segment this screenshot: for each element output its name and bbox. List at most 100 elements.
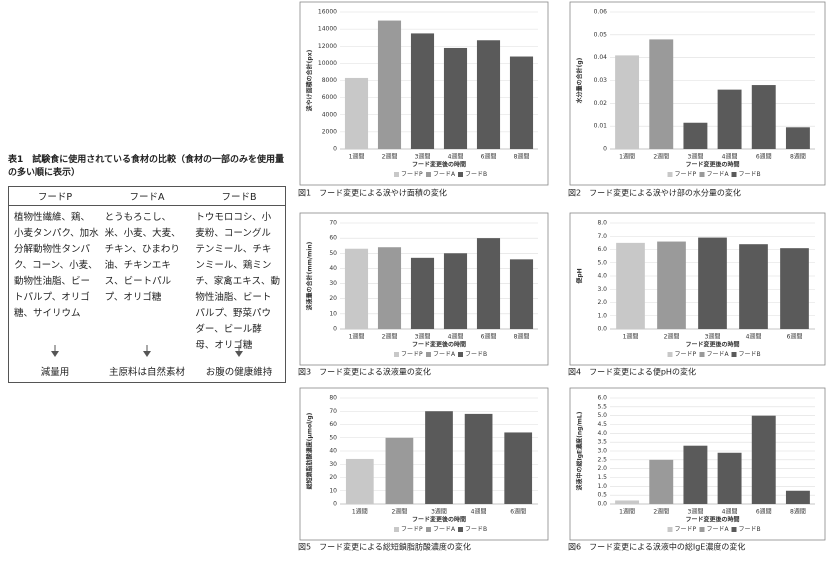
legend-swatch — [731, 527, 737, 532]
y-axis-label: 便pH — [576, 268, 584, 283]
y-tick-label: 10 — [329, 310, 337, 317]
legend-label: フードA — [433, 526, 456, 533]
header: フードA — [129, 192, 165, 203]
y-tick-label: 2.0 — [597, 465, 607, 472]
legend-swatch — [699, 352, 705, 357]
y-tick-label: 30 — [329, 280, 337, 287]
y-tick-label: 0.01 — [594, 123, 608, 130]
y-tick-label: 0.04 — [594, 54, 608, 61]
bar — [443, 47, 468, 149]
x-axis-label: フード変更後の時間 — [412, 161, 466, 169]
legend-swatch — [426, 172, 431, 177]
y-tick-label: 0 — [333, 326, 337, 333]
bar — [615, 500, 640, 504]
x-axis-label: フード変更後の時間 — [685, 341, 739, 349]
bar — [476, 238, 501, 329]
x-tick-label: 6週間 — [481, 333, 497, 341]
y-tick-label: 40 — [329, 448, 337, 455]
y-tick-label: 4.0 — [597, 273, 607, 280]
y-tick-label: 4.5 — [597, 421, 607, 428]
x-tick-label: 4週間 — [471, 508, 487, 516]
cell: とうもろこし、米、小麦、大麦、チキン、ひまわり油、チキンエキス、ビートパルプ、オ… — [104, 212, 181, 303]
bar — [385, 437, 414, 504]
legend-swatch — [458, 172, 463, 177]
y-tick-label: 20 — [329, 474, 337, 481]
legend-label: フードB — [465, 351, 487, 358]
y-tick-label: 80 — [329, 395, 337, 402]
bar — [509, 56, 534, 149]
legend-label: フードP — [401, 171, 423, 178]
y-tick-label: 8.0 — [597, 220, 607, 227]
x-tick-label: 6週間 — [756, 153, 772, 161]
legend-swatch — [699, 172, 705, 177]
bar — [410, 33, 435, 149]
bar — [739, 244, 768, 329]
y-tick-label: 5.5 — [597, 403, 607, 410]
legend-swatch — [394, 352, 399, 357]
y-axis-label: 涙液中の総IgE濃度(ng/mL) — [576, 411, 584, 490]
y-tick-label: 8000 — [322, 77, 337, 84]
caption: 図4 フード変更による便pHの変化 — [568, 367, 696, 377]
y-tick-label: 3.0 — [597, 286, 607, 293]
bar — [345, 458, 374, 504]
legend-swatch — [394, 172, 399, 177]
bar — [425, 411, 453, 504]
x-tick-label: 2週間 — [391, 508, 407, 516]
y-tick-label: 0.0 — [597, 501, 607, 508]
y-tick-label: 10 — [329, 487, 337, 494]
bar — [785, 490, 810, 504]
bar — [616, 242, 645, 329]
y-tick-label: 50 — [329, 434, 337, 441]
y-tick-label: 3.0 — [597, 448, 607, 455]
bar — [698, 237, 727, 329]
note: 主原料は自然素材 — [108, 367, 185, 378]
bar — [683, 122, 708, 149]
bar — [683, 445, 708, 504]
y-tick-label: 50 — [329, 250, 337, 257]
y-tick-label: 1.0 — [597, 483, 607, 490]
x-tick-label: 8週間 — [790, 508, 806, 516]
y-tick-label: 2.5 — [597, 456, 607, 463]
y-tick-label: 20 — [329, 295, 337, 302]
chart-frame — [299, 387, 549, 541]
x-tick-label: 1週間 — [352, 508, 368, 516]
header: フードP — [37, 192, 73, 203]
chart-frame — [569, 387, 826, 541]
bar — [615, 55, 640, 150]
arrow — [143, 345, 151, 357]
x-tick-label: 2週間 — [382, 333, 398, 341]
note-row: 減量用 主原料は自然素材 お腹の健康維持 — [9, 364, 285, 378]
y-tick-label: 5.0 — [597, 412, 607, 419]
legend-label: フードB — [465, 171, 487, 178]
x-tick-label: 1週間 — [619, 153, 635, 161]
chart-frame — [569, 1, 826, 186]
y-tick-label: 60 — [329, 235, 337, 242]
y-tick-label: 2.0 — [597, 299, 607, 306]
y-tick-label: 40 — [329, 265, 337, 272]
x-tick-label: 4週間 — [722, 153, 738, 161]
y-tick-label: 0 — [333, 501, 337, 508]
arrow — [51, 345, 59, 357]
header-row: フードP フードA フードB — [9, 187, 285, 206]
y-tick-label: 6.0 — [597, 395, 607, 402]
x-tick-label: 8週間 — [790, 153, 806, 161]
x-tick-label: 3週間 — [688, 508, 704, 516]
bar — [377, 247, 402, 329]
x-tick-label: 4週間 — [448, 153, 464, 161]
x-tick-label: 1週間 — [623, 333, 639, 341]
y-axis-label: 水分量の合計(g) — [576, 57, 584, 103]
arrows — [9, 345, 285, 360]
y-tick-label: 2000 — [322, 128, 337, 135]
y-tick-label: 4000 — [322, 111, 337, 118]
bar — [476, 40, 501, 149]
table-title: 表1 試験食に使用されている食材の比較（食材の一部のみを使用量の多い順に表示） — [8, 155, 284, 178]
y-tick-label: 3.5 — [597, 439, 607, 446]
cell: トウモロコシ、小麦粉、コーングルテンミール、チキンミール、鶏ミンチ、家禽エキス、… — [195, 212, 280, 351]
legend-label: フードB — [739, 351, 761, 358]
legend-label: フードP — [675, 171, 697, 178]
legend-label: フードB — [739, 526, 761, 533]
x-tick-label: 8週間 — [514, 333, 530, 341]
legend-swatch — [458, 527, 463, 532]
chart-frame — [299, 212, 549, 366]
